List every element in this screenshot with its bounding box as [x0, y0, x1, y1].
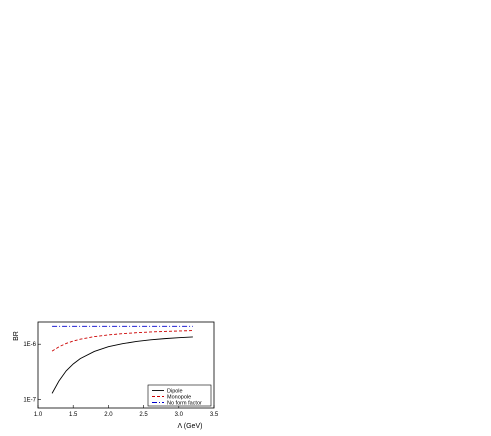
x-tick-label: 2.5: [139, 412, 148, 418]
x-tick-label: 2.0: [104, 412, 113, 418]
series-line-0: [51, 336, 193, 394]
x-tick-label: 1.5: [69, 412, 78, 418]
series-line-1: [51, 330, 193, 352]
x-axis-label: Λ (GeV): [178, 423, 203, 430]
x-tick-label: 1.0: [34, 412, 43, 418]
legend-label-0: Dipole: [167, 389, 183, 395]
plot-frame: [37, 321, 215, 409]
series-layer: [51, 325, 193, 394]
x-tick-label: 3.5: [210, 412, 219, 418]
x-ticks: 1.0 1.5 2.0 2.5 3.0 3.5: [34, 405, 219, 418]
legend-label-1: Monopole: [167, 395, 191, 401]
y-axis-label: BR: [13, 331, 20, 341]
y-ticks: 1E-6 1E-7: [23, 342, 41, 404]
legend-label-2: No form factor: [167, 401, 202, 407]
y-tick-label: 1E-6: [23, 342, 36, 348]
y-tick-label: 1E-7: [23, 398, 36, 404]
x-tick-label: 3.0: [175, 412, 184, 418]
